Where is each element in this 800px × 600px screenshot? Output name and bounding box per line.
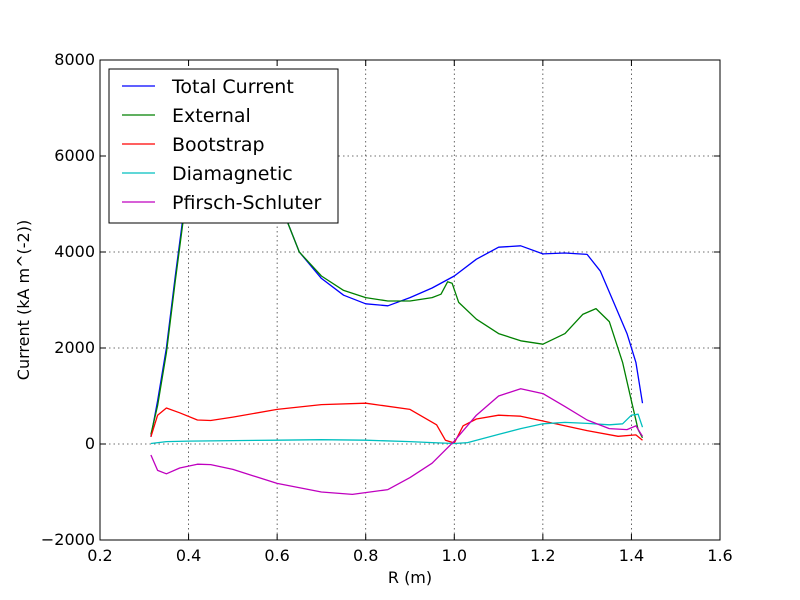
x-tick-label: 0.2 bbox=[87, 546, 112, 565]
series-line-diamagnetic bbox=[150, 413, 644, 445]
series-line-pfirsch-schluter bbox=[150, 388, 644, 496]
legend: Total Current External Bootstrap Diamagneti… bbox=[108, 68, 339, 224]
series-line-bootstrap bbox=[150, 402, 643, 444]
x-axis-label: R (m) bbox=[388, 568, 432, 587]
y-tick-label: −2000 bbox=[41, 530, 95, 549]
x-tick-label: 1.4 bbox=[619, 546, 644, 565]
axis-ticks: 0.2 0.4 0.6 0.8 1.0 1.2 1.4 1.6 −2000 0 2000 4000 60… bbox=[41, 50, 733, 565]
legend-label-external: External bbox=[172, 105, 251, 127]
x-tick-label: 0.4 bbox=[176, 546, 201, 565]
legend-label-total-current: Total Current bbox=[171, 76, 294, 98]
y-tick-label: 2000 bbox=[54, 338, 95, 357]
x-tick-label: 1.6 bbox=[707, 546, 732, 565]
legend-box bbox=[108, 68, 339, 224]
y-tick-label: 8000 bbox=[54, 50, 95, 69]
grid bbox=[100, 60, 720, 540]
plot-frame bbox=[99, 59, 721, 541]
y-tick-label: 0 bbox=[85, 434, 95, 453]
legend-label-diamagnetic: Diamagnetic bbox=[172, 163, 293, 185]
y-axis-label: Current (kA m^(-2)) bbox=[14, 220, 33, 380]
x-tick-label: 1.0 bbox=[442, 546, 467, 565]
x-tick-label: 0.6 bbox=[264, 546, 289, 565]
y-tick-label: 6000 bbox=[54, 146, 95, 165]
x-tick-label: 0.8 bbox=[353, 546, 378, 565]
legend-label-bootstrap: Bootstrap bbox=[172, 134, 265, 156]
x-tick-label: 1.2 bbox=[530, 546, 555, 565]
y-tick-label: 4000 bbox=[54, 242, 95, 261]
legend-label-pfirsch-schluter: Pfirsch-Schluter bbox=[172, 192, 321, 214]
